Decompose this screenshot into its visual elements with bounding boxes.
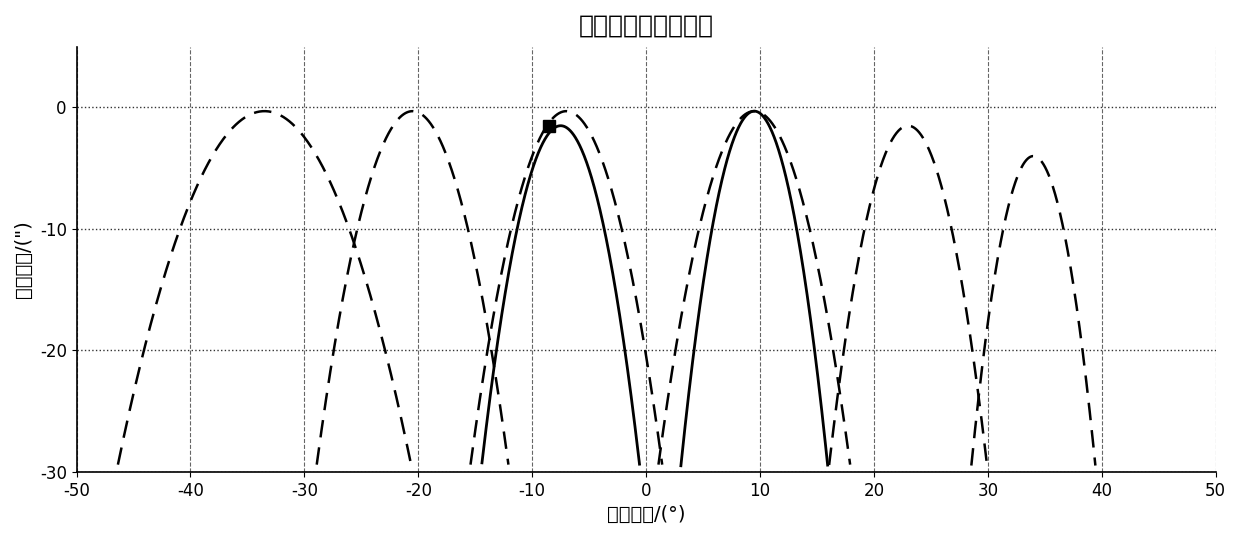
Y-axis label: 传动误差/("): 传动误差/(") (14, 221, 33, 298)
X-axis label: 小轮转角/(°): 小轮转角/(°) (606, 505, 686, 524)
Title: 改进的传动误差曲线: 改进的传动误差曲线 (579, 14, 713, 38)
